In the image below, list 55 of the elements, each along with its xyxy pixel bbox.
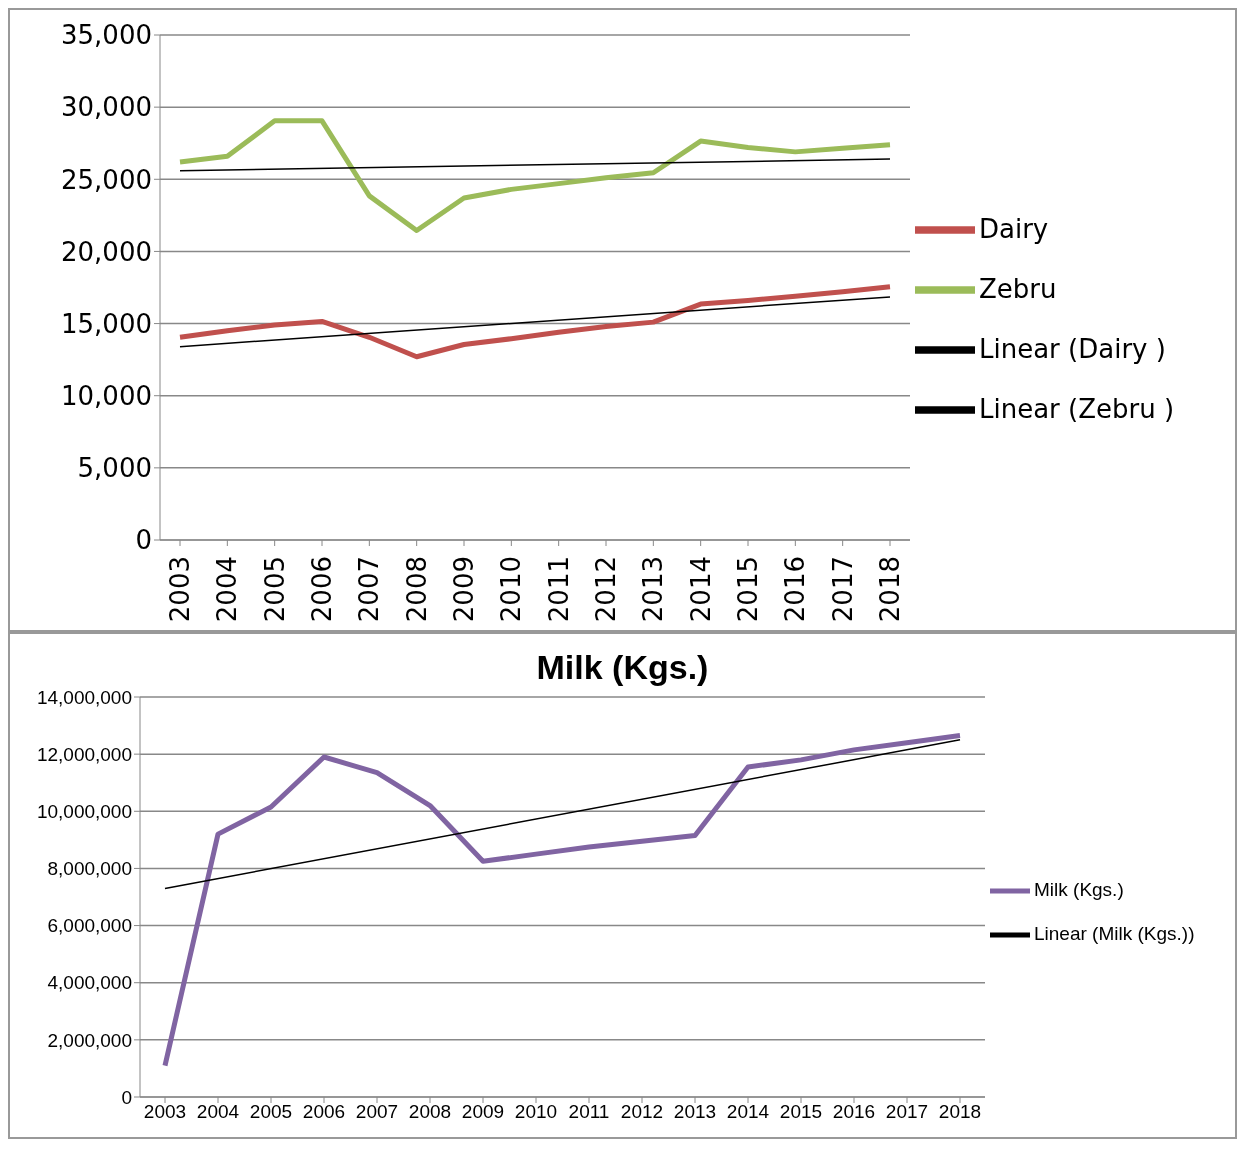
x-tick-label: 2007	[354, 556, 385, 623]
x-tick-label: 2014	[726, 1101, 770, 1123]
y-tick-label: 30,000	[61, 92, 152, 123]
x-tick-label: 2013	[673, 1101, 717, 1123]
y-tick-label: 8,000,000	[47, 858, 132, 880]
x-tick-label: 2017	[827, 556, 858, 623]
y-tick-label: 0	[135, 525, 152, 556]
legend-label: Dairy	[979, 213, 1049, 244]
legend-label: Linear (Milk (Kgs.))	[1034, 923, 1195, 944]
x-tick-label: 2008	[401, 556, 432, 623]
x-tick-label: 2018	[938, 1101, 982, 1123]
y-tick-label: 12,000,000	[36, 743, 132, 765]
y-tick-label: 10,000,000	[36, 801, 132, 823]
y-tick-label: 25,000	[61, 164, 152, 195]
x-tick-label: 2017	[885, 1101, 929, 1123]
legend-label: Linear (Zebru )	[979, 393, 1175, 424]
x-tick-label: 2015	[733, 556, 763, 623]
x-tick-label: 2012	[620, 1101, 664, 1123]
legend-label: Zebru	[979, 273, 1057, 304]
y-tick-label: 5,000	[77, 453, 152, 484]
x-tick-label: 2018	[875, 556, 905, 623]
y-tick-label: 10,000	[61, 380, 152, 411]
x-tick-label: 2006	[302, 1101, 346, 1123]
legend-label: Milk (Kgs.)	[1034, 879, 1124, 900]
x-tick-label: 2005	[249, 1101, 293, 1123]
x-tick-label: 2016	[780, 556, 811, 623]
y-tick-label: 20,000	[61, 236, 152, 267]
y-tick-label: 15,000	[61, 308, 152, 339]
y-tick-label: 0	[121, 1086, 132, 1108]
x-tick-label: 2003	[143, 1101, 187, 1123]
x-tick-label: 2010	[496, 556, 527, 623]
x-tick-label: 2015	[779, 1101, 823, 1123]
x-tick-label: 2008	[408, 1101, 452, 1123]
x-tick-label: 2009	[449, 556, 479, 623]
y-tick-label: 35,000	[61, 20, 152, 51]
x-tick-label: 2007	[355, 1101, 399, 1123]
x-tick-label: 2012	[591, 556, 621, 623]
y-tick-label: 6,000,000	[47, 915, 132, 937]
x-tick-label: 2003	[165, 556, 195, 623]
x-tick-label: 2011	[568, 1101, 610, 1123]
y-tick-label: 2,000,000	[47, 1029, 132, 1051]
chart-title: Milk (Kgs.)	[535, 647, 710, 687]
y-tick-label: 14,000,000	[36, 686, 132, 708]
x-tick-label: 2009	[461, 1101, 505, 1123]
x-tick-label: 2016	[832, 1101, 876, 1123]
x-tick-label: 2011	[543, 556, 574, 623]
x-tick-label: 2004	[196, 1101, 240, 1123]
x-tick-label: 2014	[685, 556, 716, 623]
x-tick-label: 2004	[212, 556, 243, 623]
x-tick-label: 2005	[259, 556, 290, 623]
legend-label: Linear (Dairy )	[979, 333, 1166, 364]
y-tick-label: 4,000,000	[47, 972, 132, 994]
x-tick-label: 2006	[307, 556, 337, 623]
x-tick-label: 2013	[638, 556, 669, 623]
x-tick-label: 2010	[514, 1101, 558, 1123]
